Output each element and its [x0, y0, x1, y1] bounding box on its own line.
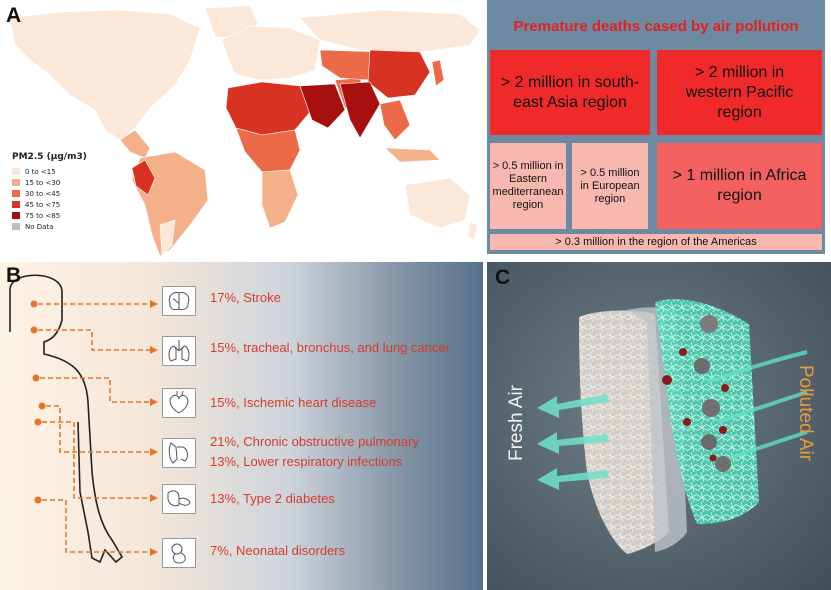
legend-label: 30 to <45: [25, 189, 61, 198]
deaths-title: Premature deaths cased by air pollution: [513, 17, 799, 35]
legend-swatch: [12, 190, 20, 197]
pollutant-particles: [662, 315, 731, 472]
legend-swatch: [12, 168, 20, 175]
europe-region: [221, 25, 321, 81]
air-filter-panel: C Fresh Air Polluted Air: [487, 262, 831, 590]
central-africa-region: [235, 127, 301, 173]
legend-item: 75 to <85: [12, 210, 87, 221]
eastern-mediterranean-box: > 0.5 million in Eastern mediterranean r…: [490, 143, 566, 229]
stroke-text: 17%, Stroke: [210, 290, 281, 305]
china-region: [367, 49, 431, 99]
body-outline-graphic: [9, 274, 158, 564]
japan-region: [431, 59, 445, 87]
premature-deaths-panel: Premature deaths cased by air pollution …: [487, 0, 825, 254]
respiratory-infections-text: 13%, Lower respiratory infections: [210, 454, 403, 469]
diabetes-text: 13%, Type 2 diabetes: [210, 491, 335, 506]
north-america-region: [9, 9, 201, 141]
australia-region: [404, 177, 471, 229]
respiratory-icon: [162, 438, 196, 468]
filter-membrane-graphic: [537, 299, 808, 554]
legend-label: 45 to <75: [25, 200, 61, 209]
connector-lines: [38, 303, 150, 553]
legend-item: 30 to <45: [12, 188, 87, 199]
european-box: > 0.5 million in European region: [572, 143, 648, 229]
southern-cone-region: [159, 219, 176, 257]
legend-swatch: [12, 179, 20, 186]
pm25-world-map: [0, 0, 484, 258]
heart-icon: [162, 388, 196, 418]
brain-icon: [162, 286, 196, 316]
polluted-air-label: Polluted Air: [795, 364, 816, 462]
fetus-icon: [162, 538, 196, 568]
americas-box: > 0.3 million in the region of the Ameri…: [490, 234, 822, 250]
legend-item: No Data: [12, 221, 87, 232]
map-legend: PM2.5 (μg/m3) 0 to <15 15 to <30 30 to <…: [12, 152, 87, 232]
panel-b-letter: B: [6, 264, 22, 287]
disease-burden-panel: B 17%, Stroke 15%, tracheal, bronchus, a…: [0, 262, 483, 590]
panel-c-letter: C: [495, 266, 511, 289]
new-zealand-region: [467, 221, 479, 241]
connector-arrowheads: [150, 300, 158, 556]
fresh-air-arrows: [537, 394, 609, 490]
legend-label: 0 to <15: [25, 167, 56, 176]
legend-label: No Data: [25, 222, 54, 231]
peru-region: [131, 159, 156, 196]
central-america-region: [119, 129, 151, 159]
legend-label: 15 to <30: [25, 178, 61, 187]
africa-box: > 1 million in Africa region: [657, 143, 822, 229]
south-asia-region: [339, 81, 381, 139]
legend-swatch: [12, 201, 20, 208]
lung-cancer-text: 15%, tracheal, bronchus, and lung cancer: [210, 340, 450, 355]
middle-east-region: [299, 83, 346, 129]
legend-swatch: [12, 212, 20, 219]
southern-africa-region: [261, 169, 299, 229]
indonesia-region: [384, 147, 441, 163]
southeast-asia-box: > 2 million in south-east Asia region: [490, 50, 650, 135]
ischemic-heart-text: 15%, Ischemic heart disease: [210, 395, 377, 410]
panel-a-letter: A: [6, 4, 22, 27]
southeast-asia-region: [379, 99, 411, 141]
legend-item: 45 to <75: [12, 199, 87, 210]
legend-swatch: [12, 223, 20, 230]
legend-title: PM2.5 (μg/m3): [12, 152, 87, 162]
organ-markers: [30, 300, 46, 504]
legend-item: 0 to <15: [12, 166, 87, 177]
russia-region: [299, 9, 481, 53]
copd-text: 21%, Chronic obstructive pulmonary: [210, 434, 419, 449]
human-silhouette: [9, 274, 124, 564]
world-map-graphic: [9, 5, 481, 257]
lungs-icon: [162, 336, 196, 366]
neonatal-text: 7%, Neonatal disorders: [210, 543, 346, 558]
fresh-air-label: Fresh Air: [506, 384, 527, 462]
western-pacific-box: > 2 million in western Pacific region: [657, 50, 822, 135]
north-africa-region: [225, 81, 311, 136]
legend-item: 15 to <30: [12, 177, 87, 188]
legend-label: 75 to <85: [25, 211, 61, 220]
pancreas-icon: [162, 484, 196, 514]
